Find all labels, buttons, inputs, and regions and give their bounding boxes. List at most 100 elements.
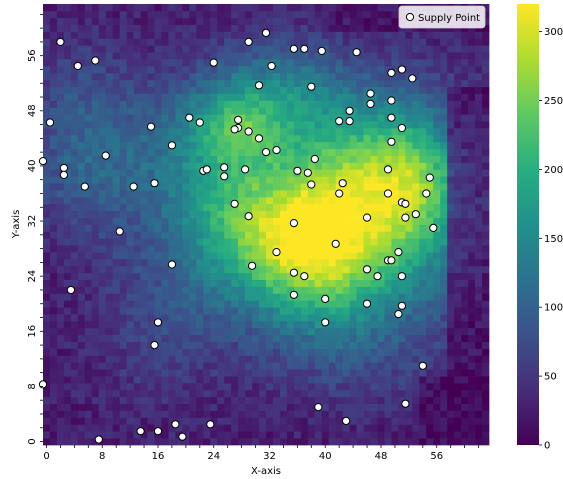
heatmap-cell: [112, 307, 121, 315]
heatmap-cell: [307, 403, 316, 411]
heatmap-cell: [398, 100, 406, 108]
heatmap-cell: [154, 24, 162, 32]
heatmap-cell: [168, 86, 176, 94]
heatmap-cell: [112, 438, 121, 446]
heatmap-cell: [398, 410, 406, 418]
heatmap-cell: [300, 121, 309, 129]
heatmap-cell: [70, 265, 79, 274]
heatmap-cell: [182, 272, 190, 280]
heatmap-cell: [377, 320, 385, 329]
heatmap-cell: [238, 114, 246, 122]
heatmap-cell: [196, 424, 204, 432]
heatmap-cell: [279, 93, 288, 101]
heatmap-cell: [419, 100, 427, 108]
heatmap-cell: [63, 334, 72, 342]
heatmap-cell: [454, 210, 462, 218]
heatmap-cell: [293, 424, 302, 432]
heatmap-cell: [217, 272, 225, 280]
heatmap-cell: [43, 52, 51, 60]
heatmap-cell: [231, 258, 239, 267]
heatmap-cell: [321, 382, 330, 391]
heatmap-cell: [321, 286, 330, 294]
supply-point: [267, 61, 276, 71]
heatmap-cell: [140, 231, 148, 239]
heatmap-cell: [370, 196, 378, 205]
heatmap-cell: [321, 396, 330, 405]
heatmap-cell: [231, 169, 239, 177]
heatmap-cell: [43, 148, 51, 156]
heatmap-cell: [384, 396, 392, 405]
heatmap-cell: [105, 389, 114, 398]
heatmap-cell: [342, 86, 350, 94]
heatmap-cell: [231, 24, 239, 32]
heatmap-cell: [342, 272, 350, 280]
colorbar-tick-label: 250: [544, 96, 563, 107]
heatmap-cell: [175, 100, 183, 108]
heatmap-cell: [391, 362, 399, 370]
heatmap-cell: [182, 86, 190, 94]
heatmap-cell: [419, 424, 427, 432]
heatmap-cell: [175, 224, 183, 232]
heatmap-cell: [56, 52, 65, 60]
heatmap-cell: [259, 396, 267, 405]
heatmap-cell: [43, 348, 51, 356]
heatmap-cell: [112, 38, 121, 46]
heatmap-cell: [98, 79, 107, 88]
heatmap-cell: [377, 24, 385, 32]
heatmap-cell: [245, 314, 253, 322]
heatmap-cell: [119, 217, 127, 225]
heatmap-cell: [147, 210, 155, 218]
heatmap-cell: [377, 265, 385, 274]
heatmap-cell: [377, 431, 385, 439]
heatmap-cell: [447, 272, 455, 280]
heatmap-cell: [356, 190, 364, 198]
heatmap-cell: [175, 300, 183, 308]
heatmap-cell: [363, 252, 371, 260]
supply-point: [248, 261, 257, 270]
heatmap-cell: [447, 231, 455, 239]
heatmap-cell: [266, 4, 274, 12]
heatmap-cell: [300, 410, 309, 418]
heatmap-cell: [300, 334, 309, 342]
heatmap-cell: [119, 403, 127, 411]
heatmap-cell: [77, 355, 86, 363]
heatmap-cell: [468, 231, 476, 239]
heatmap-cell: [196, 162, 204, 170]
heatmap-cell: [454, 86, 462, 94]
heatmap-cell: [419, 93, 427, 101]
heatmap-cell: [475, 93, 483, 101]
heatmap-cell: [286, 258, 295, 267]
heatmap-cell: [112, 376, 121, 384]
heatmap-cell: [133, 114, 141, 122]
heatmap-cell: [203, 128, 211, 136]
heatmap-cell: [49, 369, 58, 377]
heatmap-cell: [475, 141, 483, 150]
heatmap-cell: [182, 245, 190, 253]
heatmap-cell: [231, 362, 239, 370]
heatmap-cell: [175, 362, 183, 370]
heatmap-cell: [398, 327, 406, 336]
heatmap-cell: [363, 52, 371, 60]
heatmap-cell: [77, 431, 86, 439]
heatmap-cell: [335, 348, 344, 356]
heatmap-cell: [412, 224, 420, 232]
heatmap-cell: [168, 155, 176, 163]
heatmap-cell: [210, 231, 218, 239]
heatmap-cell: [203, 362, 211, 370]
heatmap-cell: [447, 121, 455, 129]
heatmap-cell: [412, 217, 420, 225]
heatmap-cell: [475, 286, 483, 294]
heatmap-cell: [56, 403, 65, 411]
heatmap-cell: [224, 389, 232, 398]
heatmap-cell: [119, 438, 127, 446]
heatmap-cell: [426, 162, 434, 170]
heatmap-cell: [217, 134, 225, 143]
heatmap-cell: [349, 190, 357, 198]
heatmap-cell: [70, 72, 79, 81]
heatmap-cell: [252, 38, 260, 46]
heatmap-cell: [161, 362, 169, 370]
heatmap-cell: [217, 100, 225, 108]
heatmap-cell: [224, 10, 232, 19]
heatmap-cell: [300, 279, 309, 287]
heatmap-cell: [335, 38, 344, 46]
